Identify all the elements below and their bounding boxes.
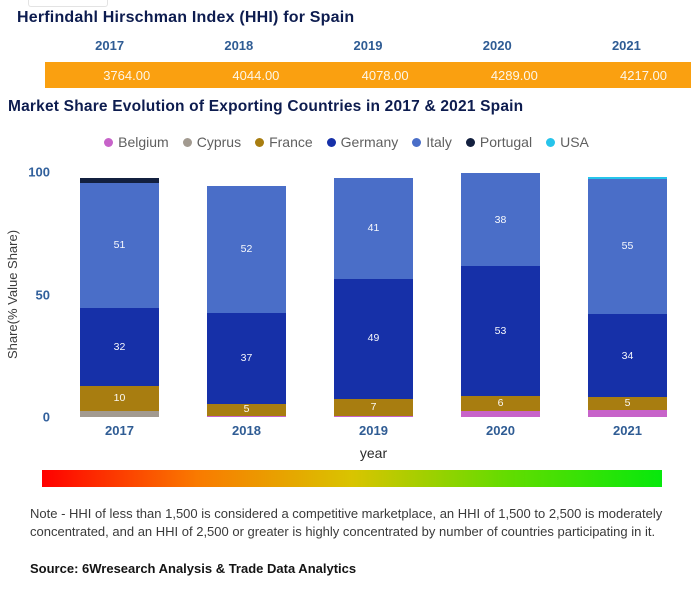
hhi-values-banner: 3764.00 4044.00 4078.00 4289.00 4217.00	[45, 62, 691, 88]
bar-segment-france-2019[interactable]: 7	[334, 398, 413, 416]
legend-dot-icon	[104, 137, 114, 147]
bar-segment-italy-2018[interactable]: 52	[207, 185, 286, 313]
hhi-year-label: 2017	[95, 38, 125, 53]
bar-segment-france-2021[interactable]: 5	[588, 397, 667, 410]
hhi-year-label: 2018	[224, 38, 254, 53]
x-axis-title: year	[359, 445, 388, 461]
bar-column-2019: 7 49 41	[310, 172, 437, 417]
x-tick-label: 2017	[105, 423, 134, 438]
bar-segment-germany-2018[interactable]: 37	[207, 312, 286, 404]
bar-stack-2017: 10 32 51	[80, 178, 159, 417]
bar-segment-belgium-2020[interactable]	[461, 410, 540, 417]
legend-item-cyprus[interactable]: Cyprus	[182, 134, 242, 150]
legend-item-portugal[interactable]: Portugal	[465, 134, 533, 150]
hhi-value: 4044.00	[232, 67, 280, 83]
chart-legend: Belgium Cyprus France Germany Italy Portugal U…	[0, 134, 693, 150]
bar-segment-italy-2020[interactable]: 38	[461, 173, 540, 267]
bar-column-2020: 6 53 38	[437, 172, 564, 417]
bar-segment-germany-2017[interactable]: 32	[80, 307, 159, 387]
window-tab-artifact	[28, 0, 108, 7]
x-tick-label: 2019	[359, 423, 388, 438]
hhi-year-label: 2020	[482, 38, 512, 53]
legend-item-france[interactable]: France	[255, 134, 313, 150]
legend-label: Italy	[426, 134, 452, 150]
bar-segment-france-2017[interactable]: 10	[80, 386, 159, 411]
hhi-scale-gradient	[42, 470, 662, 487]
y-tick-label: 0	[42, 409, 50, 425]
bar-segment-belgium-2019[interactable]	[334, 415, 413, 417]
legend-item-usa[interactable]: USA	[546, 134, 589, 150]
bar-column-2018: 5 37 52	[183, 172, 310, 417]
legend-label: Portugal	[479, 134, 533, 150]
hhi-value: 3764.00	[103, 67, 151, 83]
bar-segment-italy-2021[interactable]: 55	[588, 179, 667, 315]
legend-label: Germany	[340, 134, 399, 150]
y-tick-label: 50	[35, 287, 50, 302]
bar-column-2021: 5 34 55	[564, 172, 691, 417]
bar-segment-france-2018[interactable]: 5	[207, 403, 286, 416]
market-share-chart-title: Market Share Evolution of Exporting Coun…	[8, 98, 524, 115]
legend-label: France	[269, 134, 313, 150]
legend-dot-icon	[546, 137, 556, 147]
source-text: Source: 6Wresearch Analysis & Trade Data…	[30, 561, 357, 576]
legend-dot-icon	[255, 137, 265, 147]
bar-segment-portugal-2017[interactable]	[80, 178, 159, 184]
hhi-value: 4217.00	[620, 67, 668, 83]
note-text: Note - HHI of less than 1,500 is conside…	[30, 506, 663, 539]
legend-dot-icon	[326, 137, 336, 147]
legend-dot-icon	[182, 137, 192, 147]
legend-dot-icon	[465, 137, 475, 147]
x-tick-label: 2018	[232, 423, 261, 438]
bar-segment-usa-2021[interactable]	[588, 176, 667, 180]
bar-stack-2020: 6 53 38	[461, 173, 540, 417]
bar-segment-italy-2017[interactable]: 51	[80, 183, 159, 308]
bar-stack-2019: 7 49 41	[334, 178, 413, 417]
bar-segment-germany-2020[interactable]: 53	[461, 266, 540, 397]
hhi-year-label: 2021	[611, 38, 641, 53]
hhi-value: 4289.00	[490, 67, 538, 83]
bar-segment-germany-2019[interactable]: 49	[334, 278, 413, 399]
legend-label: USA	[560, 134, 589, 150]
bar-column-2017: 10 32 51	[56, 172, 183, 417]
bar-segment-belgium-2018[interactable]	[207, 415, 286, 417]
bar-segment-germany-2021[interactable]: 34	[588, 314, 667, 398]
hhi-value: 4078.00	[361, 67, 409, 83]
hhi-year-label: 2019	[353, 38, 383, 53]
bar-stack-2018: 5 37 52	[207, 185, 286, 417]
bar-stack-2021: 5 34 55	[588, 176, 667, 417]
hhi-years-row: 2017 2018 2019 2020 2021	[45, 38, 691, 53]
hhi-title: Herfindahl Hirschman Index (HHI) for Spa…	[17, 9, 355, 26]
plot-area: 10 32 51 5 37 52 7 49 41 6 53 38 5 34 55	[56, 172, 691, 417]
x-tick-label: 2020	[486, 423, 515, 438]
x-axis-ticks: 2017 2018 2019 2020 2021	[56, 423, 691, 438]
legend-dot-icon	[412, 137, 422, 147]
legend-item-germany[interactable]: Germany	[326, 134, 399, 150]
legend-label: Cyprus	[196, 134, 242, 150]
bar-segment-belgium-2021[interactable]	[588, 409, 667, 417]
bar-segment-cyprus-2017[interactable]	[80, 410, 159, 417]
legend-item-italy[interactable]: Italy	[412, 134, 452, 150]
bar-segment-italy-2019[interactable]: 41	[334, 178, 413, 279]
legend-item-belgium[interactable]: Belgium	[104, 134, 169, 150]
bar-segment-france-2020[interactable]: 6	[461, 396, 540, 411]
y-tick-label: 100	[28, 164, 50, 180]
x-tick-label: 2021	[613, 423, 642, 438]
legend-label: Belgium	[118, 134, 169, 150]
